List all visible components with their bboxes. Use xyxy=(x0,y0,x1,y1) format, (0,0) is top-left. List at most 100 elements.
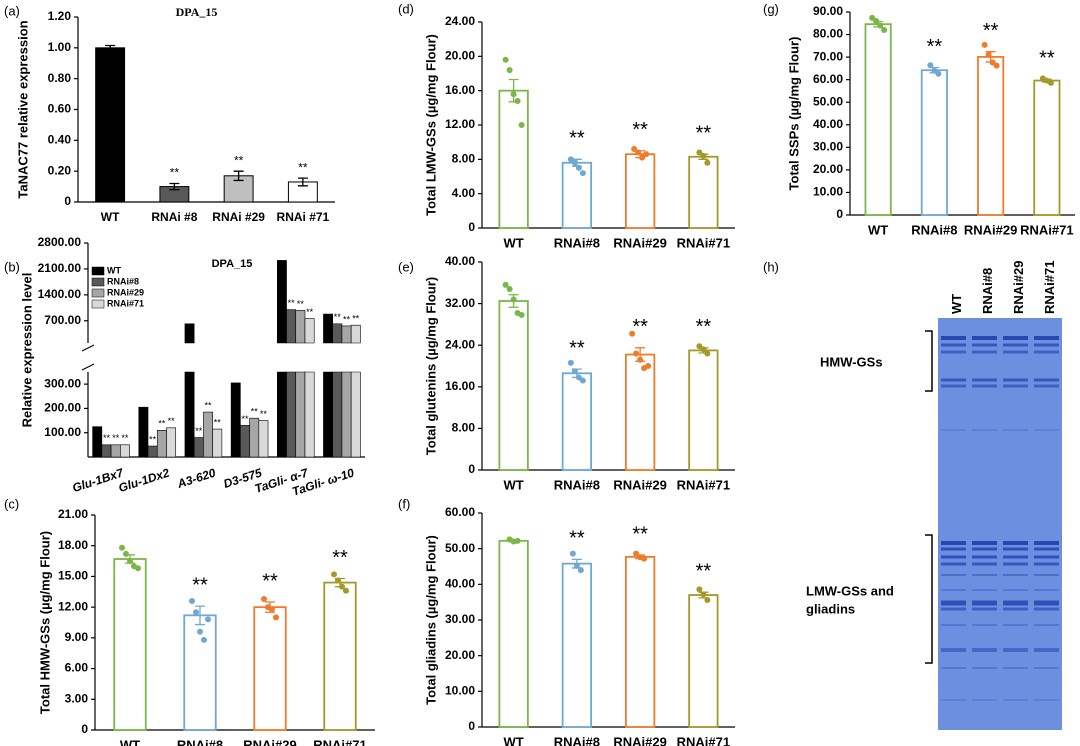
y-tick-label: 40.00 xyxy=(445,254,475,268)
data-point xyxy=(514,537,521,544)
bar xyxy=(304,318,315,458)
data-point xyxy=(704,597,711,604)
chart-title: DPA_15 xyxy=(176,5,218,19)
gel-band xyxy=(941,541,966,545)
y-axis-label: Total gliadins (µg/mg Flour) xyxy=(423,535,438,705)
gel-band xyxy=(941,547,966,551)
bar xyxy=(323,581,357,731)
significance: ** xyxy=(251,407,259,417)
data-point xyxy=(873,18,880,25)
data-point xyxy=(700,346,707,353)
data-point xyxy=(629,330,636,337)
panel-label: (h) xyxy=(763,259,779,274)
y-tick-label: 0 xyxy=(836,207,843,221)
data-point xyxy=(579,170,586,177)
bar xyxy=(498,300,529,471)
x-tick-label: RNAi#8 xyxy=(177,737,223,746)
data-point xyxy=(633,550,640,557)
gel-band xyxy=(1034,555,1059,559)
bar xyxy=(249,417,260,458)
gel-band xyxy=(972,624,997,626)
y-tick-label: 1.20 xyxy=(48,9,72,23)
significance: ** xyxy=(170,166,180,180)
gel-band xyxy=(972,384,997,388)
significance: ** xyxy=(352,314,360,324)
gel-band xyxy=(1034,562,1059,566)
error-bar xyxy=(169,182,180,191)
significance: ** xyxy=(260,409,268,419)
data-point xyxy=(700,152,707,159)
x-tick-label: Glu-1Dx2 xyxy=(117,465,172,495)
y-tick-label: 0 xyxy=(468,220,475,234)
gel-band xyxy=(972,562,997,566)
significance: ** xyxy=(195,426,203,436)
data-point xyxy=(506,67,513,74)
gel-band xyxy=(1003,562,1028,566)
x-tick-label: RNAi#29 xyxy=(613,235,666,250)
data-point xyxy=(273,614,279,621)
data-point xyxy=(189,598,195,604)
y-tick-label: 40.00 xyxy=(813,117,843,131)
bar xyxy=(212,428,223,458)
data-point xyxy=(518,122,525,128)
bar xyxy=(864,23,892,216)
axis-break xyxy=(81,344,95,371)
data-point xyxy=(635,149,642,156)
error-bar xyxy=(233,170,244,182)
gel-band xyxy=(972,378,997,382)
gel-band xyxy=(1034,541,1059,545)
gel-band xyxy=(972,343,997,347)
error-bar xyxy=(105,44,116,51)
x-tick-label: Glu-1Bx7 xyxy=(71,465,127,495)
gel-band xyxy=(1034,343,1059,347)
y-tick-label: 16.00 xyxy=(445,379,475,393)
bar xyxy=(156,429,167,458)
data-point xyxy=(935,70,942,77)
y-tick-label: 1400.00 xyxy=(38,287,82,301)
significance: ** xyxy=(103,433,111,443)
bar xyxy=(295,310,306,458)
data-point xyxy=(877,22,884,29)
gel-band xyxy=(1003,343,1028,347)
gel-band xyxy=(972,699,997,701)
y-tick-label: 50.00 xyxy=(813,94,843,108)
bar xyxy=(95,47,126,203)
y-tick-label: 0 xyxy=(468,719,475,733)
gel-band xyxy=(1034,624,1059,626)
significance: ** xyxy=(158,419,166,429)
data-point xyxy=(1047,79,1054,86)
y-tick-label: 200.00 xyxy=(44,401,81,415)
gel-band xyxy=(1003,378,1028,382)
significance: ** xyxy=(262,570,278,592)
data-point xyxy=(571,159,578,166)
y-tick-label: 12.00 xyxy=(445,117,475,131)
x-tick-label: RNAi#71 xyxy=(677,477,730,492)
panel-label: (b) xyxy=(4,259,20,274)
panel-label: (d) xyxy=(398,1,414,16)
gel-band xyxy=(972,350,997,354)
y-tick-label: 1.00 xyxy=(48,40,72,54)
gel-band xyxy=(1034,350,1059,354)
panel-label: (a) xyxy=(4,3,20,18)
y-tick-label: 70.00 xyxy=(813,49,843,63)
y-tick-label: 2800.00 xyxy=(38,235,82,249)
data-point xyxy=(335,577,341,584)
x-tick-label: WT xyxy=(868,222,888,237)
gel-band xyxy=(1003,600,1028,606)
gel-band xyxy=(1003,648,1028,652)
y-tick-label: 0.80 xyxy=(48,71,72,85)
gel-band xyxy=(941,699,966,701)
chart-title: DPA_15 xyxy=(212,258,253,270)
y-tick-label: 20.00 xyxy=(445,648,475,662)
gel-band xyxy=(1034,384,1059,388)
gel-band xyxy=(972,541,997,545)
bar xyxy=(92,426,103,458)
gel-band xyxy=(1003,547,1028,551)
bar xyxy=(240,425,250,458)
bar xyxy=(253,606,287,731)
data-point xyxy=(510,91,517,98)
significance: ** xyxy=(632,523,648,545)
data-point xyxy=(205,616,211,623)
y-tick-label: 60.00 xyxy=(445,505,475,519)
